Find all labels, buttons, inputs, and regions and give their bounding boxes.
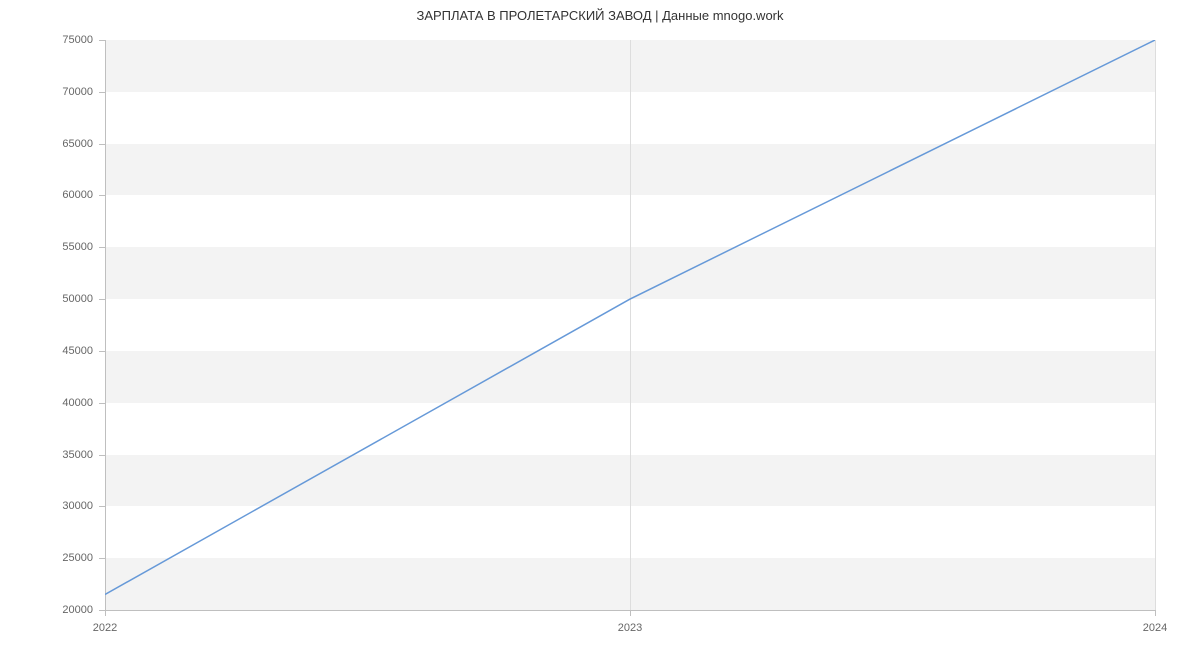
y-tick-label: 60000 [33,189,93,201]
y-tick-label: 45000 [33,345,93,357]
y-tick-label: 75000 [33,34,93,46]
y-tick-label: 40000 [33,397,93,409]
grid-vline [1155,40,1156,610]
y-tick-label: 20000 [33,604,93,616]
y-tick-label: 25000 [33,552,93,564]
y-tick-label: 50000 [33,293,93,305]
y-tick-label: 35000 [33,449,93,461]
chart-title: ЗАРПЛАТА В ПРОЛЕТАРСКИЙ ЗАВОД | Данные m… [0,8,1200,23]
line-layer [105,40,1155,610]
y-tick-label: 70000 [33,86,93,98]
y-tick-label: 65000 [33,138,93,150]
x-tick-label: 2024 [1143,622,1167,634]
x-tick-mark [1155,610,1156,616]
x-tick-label: 2023 [618,622,642,634]
x-tick-label: 2022 [93,622,117,634]
plot-area: 2000025000300003500040000450005000055000… [105,40,1155,610]
y-tick-label: 30000 [33,500,93,512]
x-tick-mark [630,610,631,616]
series-line [105,40,1155,594]
y-tick-label: 55000 [33,241,93,253]
x-tick-mark [105,610,106,616]
salary-chart: ЗАРПЛАТА В ПРОЛЕТАРСКИЙ ЗАВОД | Данные m… [0,0,1200,650]
